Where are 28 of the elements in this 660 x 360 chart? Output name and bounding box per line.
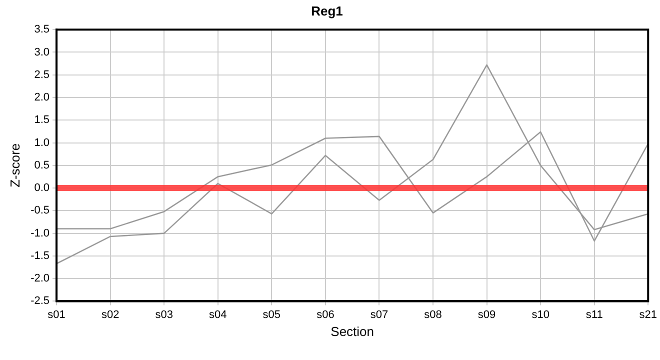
x-axis-title: Section — [330, 324, 374, 339]
y-tick-label: -2.5 — [30, 295, 50, 308]
y-tick-label: 0.0 — [34, 182, 50, 194]
y-tick-label: 2.5 — [34, 68, 50, 81]
x-tick-label: s11 — [586, 308, 603, 321]
y-tick-label: -2.0 — [30, 272, 50, 285]
x-tick-label: s07 — [370, 308, 388, 321]
y-axis-title: Z-score — [7, 143, 22, 188]
x-tick-label: s05 — [262, 308, 281, 321]
x-tick-label: s06 — [316, 308, 334, 321]
y-tick-label: 0.5 — [34, 159, 50, 172]
x-tick-label: s09 — [478, 308, 496, 321]
x-tick-label: s08 — [424, 308, 442, 321]
x-tick-label: s21 — [639, 308, 658, 321]
x-tick-label: s10 — [532, 308, 550, 321]
y-tick-label: -1.5 — [30, 250, 50, 262]
y-tick-label: 2.0 — [34, 92, 50, 104]
x-tick-label: s03 — [155, 308, 173, 321]
y-tick-label: -1.0 — [30, 227, 50, 240]
chart-title: Reg1 — [311, 3, 343, 18]
x-tick-label: s02 — [101, 308, 120, 321]
y-tick-label: 3.0 — [34, 46, 50, 58]
y-tick-label: -0.5 — [30, 204, 50, 217]
y-tick-label: 1.0 — [34, 136, 50, 149]
y-tick-label: 3.5 — [34, 24, 50, 36]
x-tick-label: s04 — [209, 308, 227, 321]
x-tick-label: s01 — [48, 308, 66, 321]
y-tick-label: 1.5 — [34, 114, 50, 126]
